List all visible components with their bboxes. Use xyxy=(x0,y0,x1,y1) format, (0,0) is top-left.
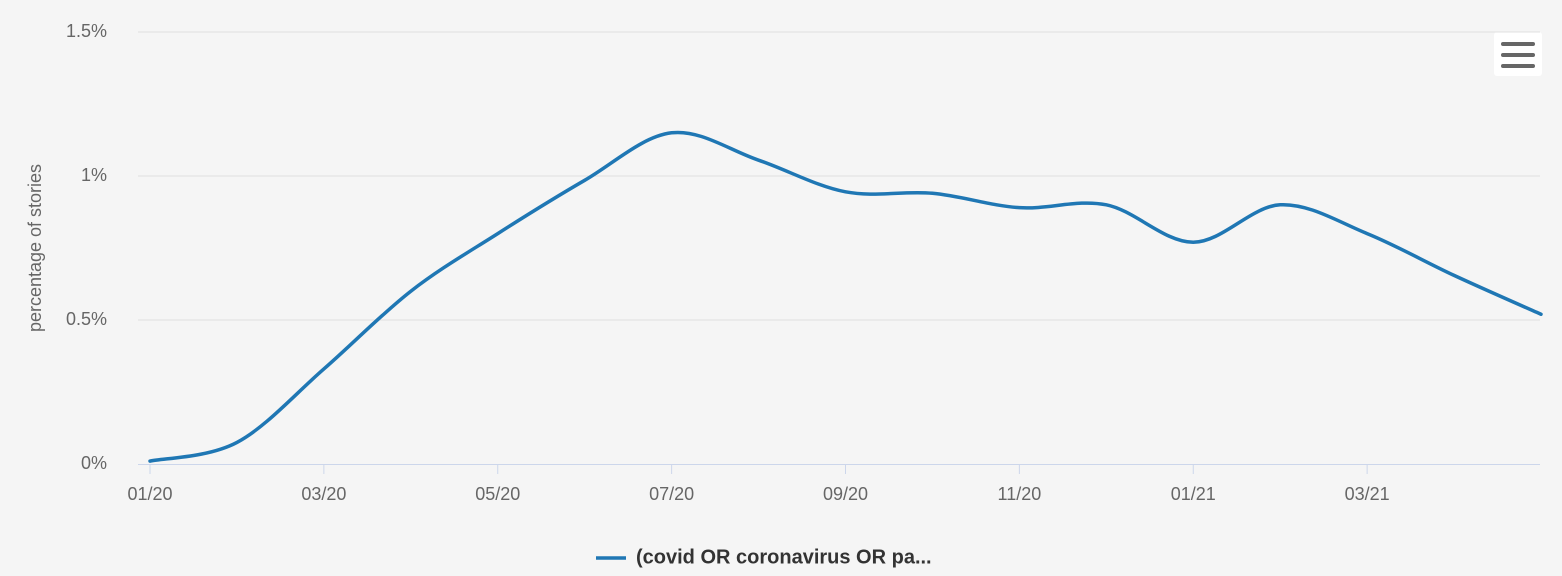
y-tick-label: 0% xyxy=(81,453,107,473)
series-line xyxy=(148,130,1543,463)
x-tick-label: 01/21 xyxy=(1171,484,1216,504)
x-tick-label: 07/20 xyxy=(649,484,694,504)
y-tick-label: 0.5% xyxy=(66,309,107,329)
x-tick-label: 09/20 xyxy=(823,484,868,504)
menu-bar xyxy=(1501,53,1535,57)
menu-bar xyxy=(1501,42,1535,46)
x-tick-label: 01/20 xyxy=(127,484,172,504)
menu-bar xyxy=(1501,64,1535,68)
y-axis-label: percentage of stories xyxy=(25,164,45,332)
menu-button[interactable] xyxy=(1494,32,1542,76)
x-tick-label: 05/20 xyxy=(475,484,520,504)
legend-label: (covid OR coronavirus OR pa... xyxy=(636,546,932,568)
x-tick-label: 03/21 xyxy=(1345,484,1390,504)
x-tick-label: 03/20 xyxy=(301,484,346,504)
x-tick-label: 11/20 xyxy=(998,484,1042,504)
y-tick-label: 1% xyxy=(81,165,107,185)
y-tick-label: 1.5% xyxy=(66,21,107,41)
